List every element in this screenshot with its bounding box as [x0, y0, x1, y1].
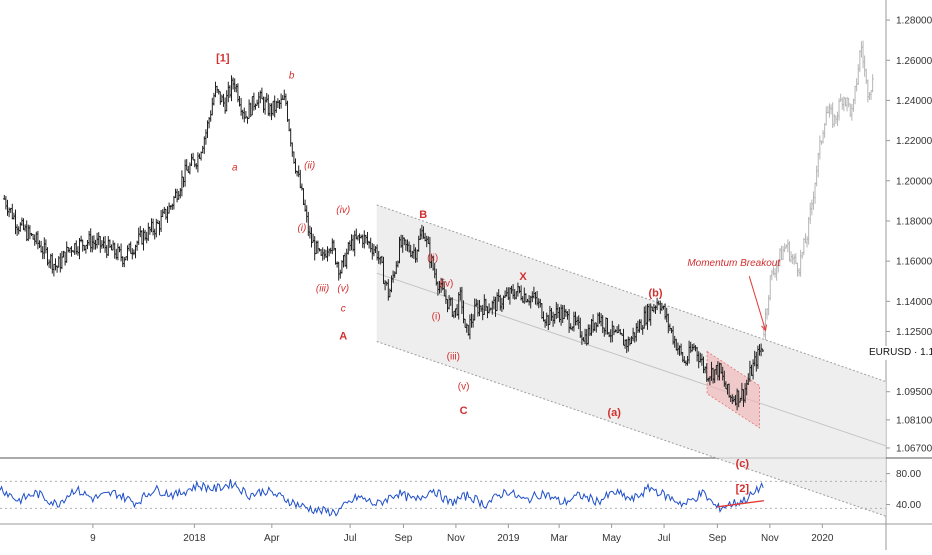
wave-label: (iii): [447, 352, 460, 363]
wave-label: b: [289, 70, 295, 81]
channel-upper-line: [376, 204, 887, 383]
time-tick-label: Nov: [447, 533, 465, 544]
wave-label: (v): [458, 382, 470, 393]
channel-fill: [376, 204, 886, 517]
wave-label: (ii): [427, 253, 438, 264]
price-tick-label: 1.06700: [896, 443, 932, 454]
time-tick-label: Nov: [761, 533, 779, 544]
time-tick-label: Jul: [658, 533, 671, 544]
wave-label: [2]: [736, 483, 750, 495]
wave-label: (i): [297, 223, 306, 234]
wave-label: (a): [607, 407, 621, 419]
price-tick-label: 1.28000: [896, 16, 932, 27]
last-price-value: 1.11263: [920, 347, 932, 358]
price-tick-label: 1.09500: [896, 387, 932, 398]
oscillator-tick-label: 40.00: [896, 500, 921, 511]
price-tick-label: 1.18000: [896, 216, 932, 227]
time-tick-label: 2018: [183, 533, 206, 544]
oscillator-trendline: [717, 499, 764, 508]
price-tick-label: 1.12500: [896, 327, 932, 338]
time-tick-label: May: [602, 533, 621, 544]
wave-label: (ii): [304, 161, 315, 172]
time-tick-label: 9: [90, 533, 96, 544]
oscillator-line: [0, 479, 764, 517]
wave-label: (v): [337, 283, 349, 294]
price-tick-label: 1.08100: [896, 415, 932, 426]
wave-label: A: [339, 330, 347, 342]
wave-label: (iv): [336, 205, 350, 216]
price-tick-label: 1.16000: [896, 257, 932, 268]
price-tick-label: 1.24000: [896, 96, 932, 107]
wave-label: (c): [736, 458, 750, 470]
channel-lower-line: [376, 341, 887, 517]
wave-label: (iv): [439, 278, 453, 289]
price-tick-label: 1.26000: [896, 56, 932, 67]
time-tick-label: Mar: [551, 533, 569, 544]
wave-label: [1]: [216, 52, 230, 64]
breakout-arrow-head: [761, 324, 768, 332]
wave-label: C: [460, 405, 468, 417]
breakout-arrow-line: [748, 276, 767, 331]
oscillator-tick-label: 80.00: [896, 469, 921, 480]
price-tick-label: 1.22000: [896, 136, 932, 147]
wave-label: X: [519, 271, 527, 283]
time-tick-label: 2020: [811, 533, 834, 544]
time-tick-label: 2019: [497, 533, 520, 544]
wave-label: (iii): [316, 283, 329, 294]
wave-label: B: [419, 209, 427, 221]
wave-label: (b): [648, 287, 662, 299]
time-tick-label: Sep: [395, 533, 413, 544]
wave-label: a: [232, 163, 238, 174]
wave-label: (i): [432, 311, 441, 322]
wave-label: c: [341, 303, 346, 314]
price-tick-label: 1.20000: [896, 176, 932, 187]
time-tick-label: Apr: [264, 533, 280, 544]
time-tick-label: Sep: [709, 533, 727, 544]
last-price-label: EURUSD · 1.11263: [867, 346, 932, 360]
wave-label: Momentum Breakout: [687, 258, 781, 269]
price-tick-label: 1.14000: [896, 297, 932, 308]
symbol-label: EURUSD: [869, 347, 912, 358]
time-tick-label: Jul: [344, 533, 357, 544]
